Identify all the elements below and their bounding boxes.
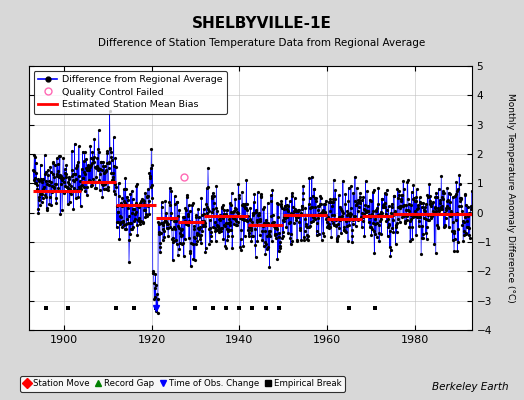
Text: Difference of Station Temperature Data from Regional Average: Difference of Station Temperature Data f… bbox=[99, 38, 425, 48]
Legend: Difference from Regional Average, Quality Control Failed, Estimated Station Mean: Difference from Regional Average, Qualit… bbox=[34, 71, 227, 114]
Legend: Station Move, Record Gap, Time of Obs. Change, Empirical Break: Station Move, Record Gap, Time of Obs. C… bbox=[20, 376, 345, 392]
Text: SHELBYVILLE-1E: SHELBYVILLE-1E bbox=[192, 16, 332, 31]
Text: Berkeley Earth: Berkeley Earth bbox=[432, 382, 508, 392]
Y-axis label: Monthly Temperature Anomaly Difference (°C): Monthly Temperature Anomaly Difference (… bbox=[506, 93, 515, 303]
